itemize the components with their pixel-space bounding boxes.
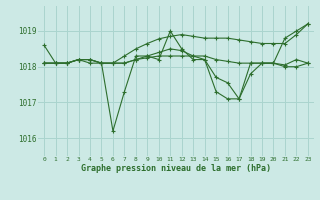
X-axis label: Graphe pression niveau de la mer (hPa): Graphe pression niveau de la mer (hPa): [81, 164, 271, 173]
